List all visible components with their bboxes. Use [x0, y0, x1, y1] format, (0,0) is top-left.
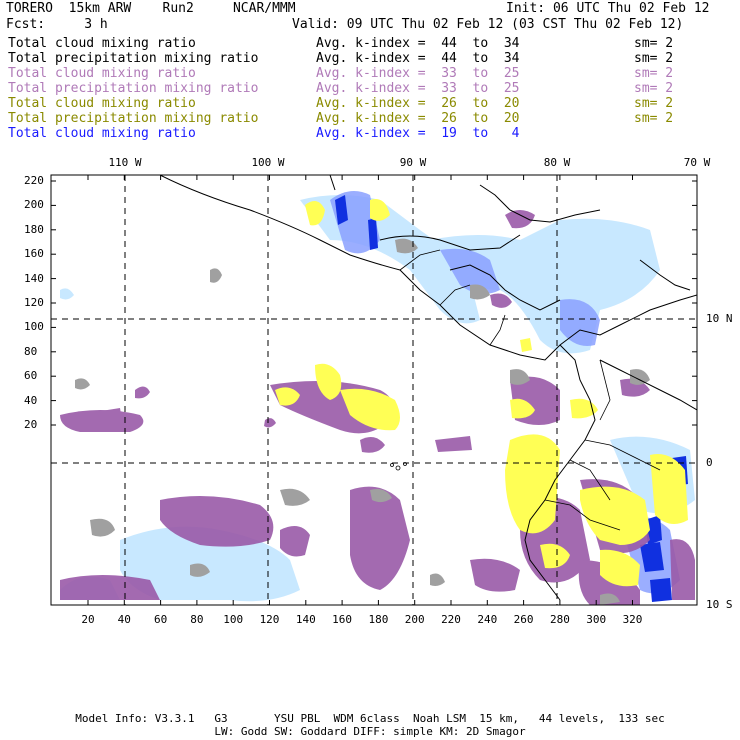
legend-field-name: Total precipitation mixing ratio — [8, 111, 259, 126]
field-shading — [60, 191, 695, 605]
x-tick-label: 20 — [81, 613, 95, 626]
x-tick-label: 120 — [259, 613, 280, 626]
y-tick-label: 100 — [24, 320, 44, 334]
y-tick-label: 180 — [24, 222, 44, 236]
legend-smoothing: sm= 2 — [634, 51, 674, 66]
galapagos-islands — [390, 462, 407, 471]
y-tick-label: 20 — [24, 418, 38, 431]
legend-k-index: Avg. k-index = 33 to 25 — [316, 66, 520, 81]
latitude-label: 10 S — [706, 598, 733, 611]
x-tick-label: 220 — [441, 613, 461, 626]
legend-smoothing: sm= 2 — [634, 36, 674, 51]
x-tick-label: 300 — [586, 613, 607, 626]
x-tick-label: 100 — [223, 613, 244, 626]
x-tick-label: 160 — [332, 613, 353, 626]
legend-k-index: Avg. k-index = 19 to 4 — [316, 126, 520, 141]
legend-field-name: Total cloud mixing ratio — [8, 96, 196, 111]
x-tick-label: 60 — [153, 613, 168, 626]
legend-k-index: Avg. k-index = 26 to 20 — [316, 111, 520, 126]
yellow-cloud-layer — [275, 199, 688, 587]
plot-title: TORERO 15km ARW Run2 NCAR/MMM — [6, 1, 296, 16]
legend-field-name: Total precipitation mixing ratio — [8, 81, 259, 96]
y-tick-label: 140 — [24, 271, 44, 285]
longitude-label: 100 W — [251, 156, 285, 169]
longitude-label: 80 W — [543, 156, 571, 169]
y-tick-label: 220 — [24, 174, 44, 187]
country-borders — [399, 249, 661, 531]
y-tick-label: 200 — [24, 198, 44, 212]
gray-cloud-layer — [75, 238, 650, 605]
y-tick-label: 60 — [24, 369, 38, 383]
valid-time: Valid: 09 UTC Thu 02 Feb 12 (03 CST Thu … — [292, 17, 684, 32]
y-tick-label: 120 — [24, 296, 44, 309]
physics-info: LW: Godd SW: Goddard DIFF: simple KM: 2D… — [214, 725, 526, 738]
legend-field-name: Total cloud mixing ratio — [8, 36, 196, 51]
map-frame — [50, 174, 698, 606]
coastlines — [159, 175, 697, 601]
x-tick-label: 180 — [368, 613, 389, 626]
model-info: Model Info: V3.3.1 G3 YSU PBL WDM 6class… — [75, 712, 665, 725]
y-tick-label: 80 — [24, 344, 38, 358]
lat-lon-grid — [51, 175, 697, 605]
purple-precip-layer — [60, 210, 695, 605]
x-tick-label: 240 — [477, 613, 498, 626]
x-tick-label: 280 — [549, 613, 570, 626]
legend-field-name: Total precipitation mixing ratio — [8, 51, 259, 66]
legend-field-name: Total cloud mixing ratio — [8, 126, 196, 141]
y-tick-label: 160 — [24, 247, 44, 261]
longitude-label: 110 W — [108, 156, 142, 169]
x-tick-label: 200 — [404, 613, 425, 626]
x-tick-label: 80 — [190, 613, 204, 626]
legend-k-index: Avg. k-index = 26 to 20 — [316, 96, 520, 111]
forecast-hour: Fcst: 3 h — [6, 17, 108, 32]
legend-k-index: Avg. k-index = 33 to 25 — [316, 81, 520, 96]
axis-ticks — [51, 175, 697, 605]
y-tick-label: 40 — [24, 393, 38, 407]
legend-smoothing: sm= 2 — [634, 81, 674, 96]
x-tick-label: 320 — [622, 613, 643, 626]
longitude-label: 70 W — [683, 156, 711, 169]
x-tick-label: 40 — [117, 613, 131, 626]
legend-smoothing: sm= 2 — [634, 111, 674, 126]
legend-smoothing: sm= 2 — [634, 66, 674, 81]
longitude-label: 90 W — [399, 156, 427, 169]
legend-k-index: Avg. k-index = 44 to 34 — [316, 51, 520, 66]
legend-smoothing: sm= 2 — [634, 96, 674, 111]
init-time: Init: 06 UTC Thu 02 Feb 12 — [506, 1, 710, 16]
x-tick-label: 260 — [513, 613, 534, 626]
latitude-label: 10 N — [706, 312, 733, 325]
legend-k-index: Avg. k-index = 44 to 34 — [316, 36, 520, 51]
latitude-label: 0 — [706, 456, 713, 469]
x-tick-label: 140 — [295, 613, 316, 626]
legend-field-name: Total cloud mixing ratio — [8, 66, 196, 81]
